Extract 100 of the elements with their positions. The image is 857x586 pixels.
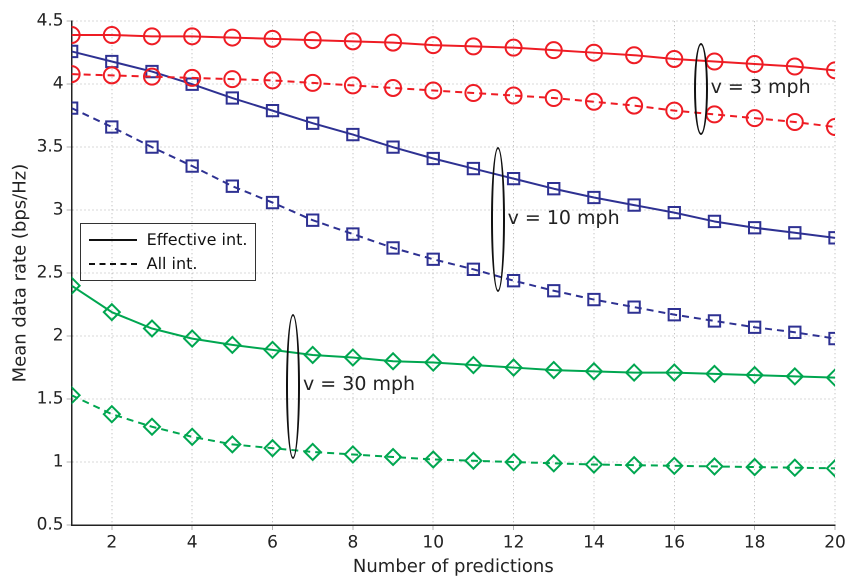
- point: [746, 366, 764, 384]
- point: [786, 58, 804, 76]
- point: [665, 50, 684, 68]
- x-tick-label: 20: [824, 532, 846, 553]
- point: [102, 405, 121, 424]
- point: [344, 32, 362, 50]
- point: [788, 226, 802, 240]
- point: [504, 453, 523, 472]
- point: [223, 70, 242, 88]
- point: [466, 162, 480, 176]
- point: [183, 330, 202, 348]
- point: [183, 68, 202, 87]
- point: [746, 109, 764, 128]
- point: [304, 442, 322, 461]
- x-tick-label: 6: [267, 532, 278, 553]
- point: [186, 159, 199, 173]
- point: [183, 428, 202, 446]
- point: [344, 76, 362, 94]
- x-tick-label: 12: [502, 532, 524, 553]
- point: [344, 348, 362, 366]
- point: [584, 362, 603, 380]
- point: [183, 27, 202, 46]
- y-tick-label: 3: [52, 200, 64, 220]
- point: [304, 31, 322, 50]
- point: [786, 458, 804, 477]
- point: [266, 196, 280, 210]
- point: [504, 38, 523, 57]
- point: [464, 356, 482, 374]
- point: [142, 27, 161, 46]
- point: [264, 30, 282, 48]
- y-tick-label: 2: [52, 325, 64, 346]
- point: [304, 346, 322, 364]
- x-tick-label: 4: [186, 532, 198, 553]
- point: [705, 105, 724, 124]
- y-axis-title: Mean data rate (bps/Hz): [9, 164, 30, 382]
- y-tick-label: 0.5: [36, 514, 64, 534]
- point: [547, 284, 560, 298]
- point: [264, 71, 282, 90]
- point: [386, 241, 400, 255]
- point: [547, 182, 560, 196]
- point: [142, 320, 161, 338]
- point: [464, 37, 482, 56]
- annotation: v = 10 mph: [508, 206, 620, 229]
- point: [145, 140, 159, 154]
- point: [266, 104, 280, 118]
- point: [748, 221, 762, 234]
- point: [264, 439, 282, 458]
- point: [102, 66, 121, 84]
- point: [786, 367, 804, 386]
- point: [384, 78, 402, 97]
- x-tick-label: 18: [744, 532, 766, 553]
- point: [668, 308, 681, 322]
- point: [424, 81, 442, 100]
- point: [708, 314, 722, 328]
- y-tick-label: 1.5: [36, 388, 64, 408]
- point: [668, 206, 681, 220]
- point: [506, 274, 520, 288]
- point: [102, 303, 121, 322]
- x-axis-title: Number of predictions: [352, 556, 554, 577]
- point: [226, 180, 239, 193]
- point: [665, 364, 684, 382]
- point: [424, 36, 442, 54]
- point: [424, 450, 442, 469]
- point: [346, 227, 360, 241]
- y-tick-label: 1: [52, 451, 64, 472]
- point: [746, 55, 764, 74]
- point: [464, 452, 482, 470]
- point: [384, 34, 402, 52]
- point: [464, 84, 482, 102]
- point: [587, 292, 601, 306]
- x-tick-label: 2: [106, 532, 118, 553]
- point: [708, 214, 722, 228]
- point: [142, 68, 161, 86]
- point: [264, 340, 282, 359]
- point: [705, 52, 724, 71]
- annotation: All int.: [146, 254, 198, 274]
- x-tick-label: 16: [663, 532, 686, 553]
- point: [504, 358, 523, 377]
- point: [386, 140, 400, 154]
- point: [625, 364, 644, 382]
- point: [223, 435, 242, 454]
- point: [627, 300, 641, 314]
- point: [705, 364, 724, 383]
- point: [788, 326, 802, 339]
- point: [223, 336, 242, 354]
- point: [424, 354, 442, 372]
- point: [346, 128, 360, 142]
- x-tick-label: 8: [347, 532, 358, 553]
- point: [544, 454, 563, 472]
- point: [142, 418, 161, 436]
- y-tick-label: 4.5: [36, 10, 64, 31]
- point: [786, 112, 804, 131]
- point: [226, 91, 239, 105]
- point: [584, 456, 603, 474]
- x-tick-label: 14: [583, 532, 605, 553]
- point: [587, 190, 601, 204]
- point: [384, 448, 402, 466]
- point: [304, 74, 322, 92]
- point: [665, 456, 684, 475]
- point: [105, 120, 118, 134]
